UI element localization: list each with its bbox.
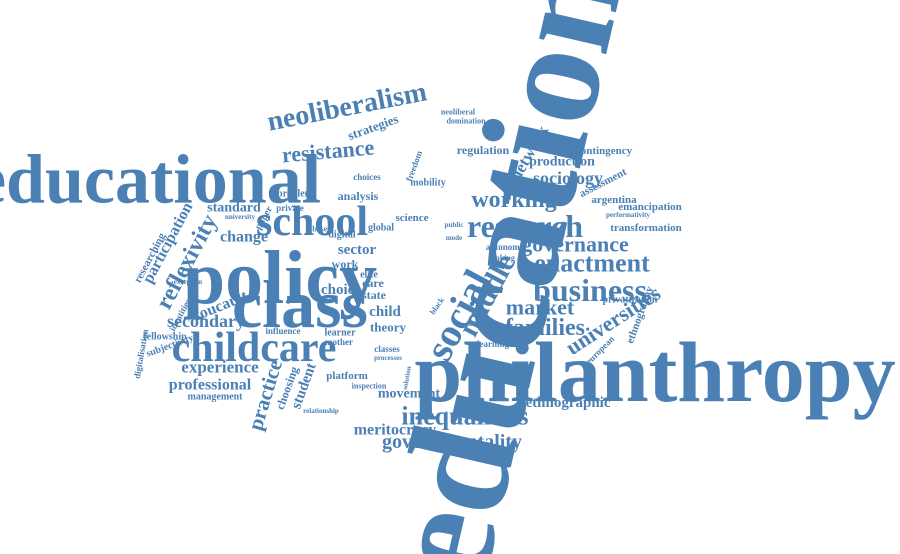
- word-choices: choices: [353, 172, 381, 182]
- word-professional: professional: [169, 377, 252, 394]
- word-domination: domination: [446, 117, 486, 126]
- word-sector: sector: [338, 242, 377, 258]
- word-fellowship: fellowship: [143, 332, 187, 343]
- word-different: different: [467, 320, 494, 328]
- word-science: science: [396, 212, 429, 224]
- word-relationship: relationship: [303, 407, 339, 415]
- word-private: private: [276, 203, 304, 213]
- word-school: school: [256, 199, 368, 245]
- word-regulation: regulation: [457, 143, 510, 157]
- word-resistance: resistance: [281, 134, 376, 167]
- word-governmentality: governmentality: [382, 431, 522, 453]
- word-processes: processes: [374, 354, 402, 362]
- word-child: child: [369, 304, 401, 320]
- word-educational: educational: [0, 142, 321, 219]
- word-influence: influence: [266, 326, 301, 336]
- word-mobility: mobility: [410, 178, 446, 189]
- word-analysis: analysis: [338, 189, 379, 203]
- word-learner: learner: [324, 328, 356, 339]
- word-meritocracy: meritocracy: [354, 422, 437, 439]
- word-secondary: secondary: [167, 311, 245, 331]
- word-public: public: [445, 221, 464, 229]
- word-privatization: privatization: [603, 295, 658, 306]
- word-class: class: [232, 266, 368, 342]
- word-choice: choice: [321, 282, 361, 298]
- word-childcare: childcare: [172, 325, 337, 371]
- word-inspection: inspection: [352, 382, 387, 391]
- word-neoliberal: neoliberal: [441, 108, 476, 117]
- word-exception: exception: [174, 278, 202, 286]
- word-policy: policy: [183, 236, 377, 320]
- word-based: based: [312, 225, 332, 234]
- word-movement: movement: [378, 387, 441, 402]
- word-sociology: sociology: [533, 168, 603, 188]
- word-families: families: [505, 315, 585, 341]
- word-care: care: [362, 276, 384, 290]
- word-standard: standard: [207, 201, 261, 216]
- word-working: working: [471, 187, 556, 213]
- word-experience: experience: [181, 358, 259, 377]
- word-context: context: [480, 326, 505, 335]
- word-ethnographic: ethnographic: [525, 395, 610, 411]
- word-market: market: [506, 295, 575, 320]
- word-state: state: [362, 288, 387, 302]
- word-enactment: enactment: [534, 249, 650, 278]
- word-philanthropy: philanthropy: [414, 324, 895, 420]
- word-production: production: [529, 155, 595, 170]
- word-emancipation: emancipation: [618, 201, 682, 213]
- word-digital: digital: [328, 230, 355, 241]
- word-work: work: [332, 257, 359, 271]
- word-argentina: argentina: [591, 194, 637, 206]
- word-business: business: [533, 272, 647, 308]
- word-mother: mother: [325, 337, 353, 347]
- word-making: making: [489, 254, 515, 263]
- word-learning: learning: [477, 339, 510, 349]
- word-classes: classes: [374, 344, 400, 354]
- word-autonomy: autonomy: [486, 242, 525, 252]
- word-change: change: [220, 229, 268, 246]
- word-contingency: contingency: [576, 145, 633, 157]
- word-theory: theory: [370, 320, 407, 335]
- word-global: global: [368, 223, 394, 234]
- word-transformation: transformation: [610, 222, 682, 234]
- word-university: university: [225, 213, 255, 221]
- word-governance: governance: [521, 232, 629, 257]
- word-management: management: [188, 392, 244, 403]
- word-elite: elite: [360, 270, 378, 281]
- word-mode: mode: [446, 234, 462, 242]
- word-problem: problem: [277, 189, 314, 200]
- word-platform: platform: [326, 370, 368, 382]
- word-inequalities: inequalities: [401, 402, 528, 431]
- word-research: research: [467, 208, 583, 244]
- word-performativity: performativity: [606, 211, 650, 219]
